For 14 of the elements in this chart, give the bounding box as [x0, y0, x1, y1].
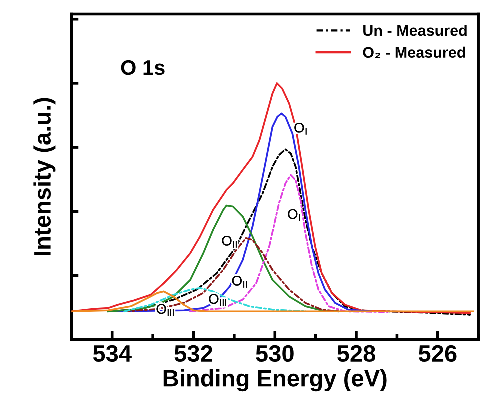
x-tick-label: 534 — [93, 345, 132, 362]
x-tick-label: 526 — [418, 345, 457, 362]
legend-label: O₂ - Measured — [363, 46, 466, 58]
annotation: O$_{I}$ — [288, 209, 300, 222]
annotation: O$_{III}$ — [209, 294, 226, 306]
text: O 1s — [121, 60, 165, 76]
x-axis-title: Binding Energy (eV) — [164, 369, 387, 392]
x-tick-label: 532 — [174, 345, 212, 362]
annotation: O$_{II}$ — [232, 276, 248, 288]
y-axis-title: Intensity (a.u.) — [34, 98, 56, 256]
annotation: O$_{II}$ — [222, 236, 237, 248]
legend-label: Un - Measured — [364, 24, 467, 36]
x-tick-label: 530 — [256, 345, 294, 362]
x-tick-label: 528 — [338, 345, 376, 362]
